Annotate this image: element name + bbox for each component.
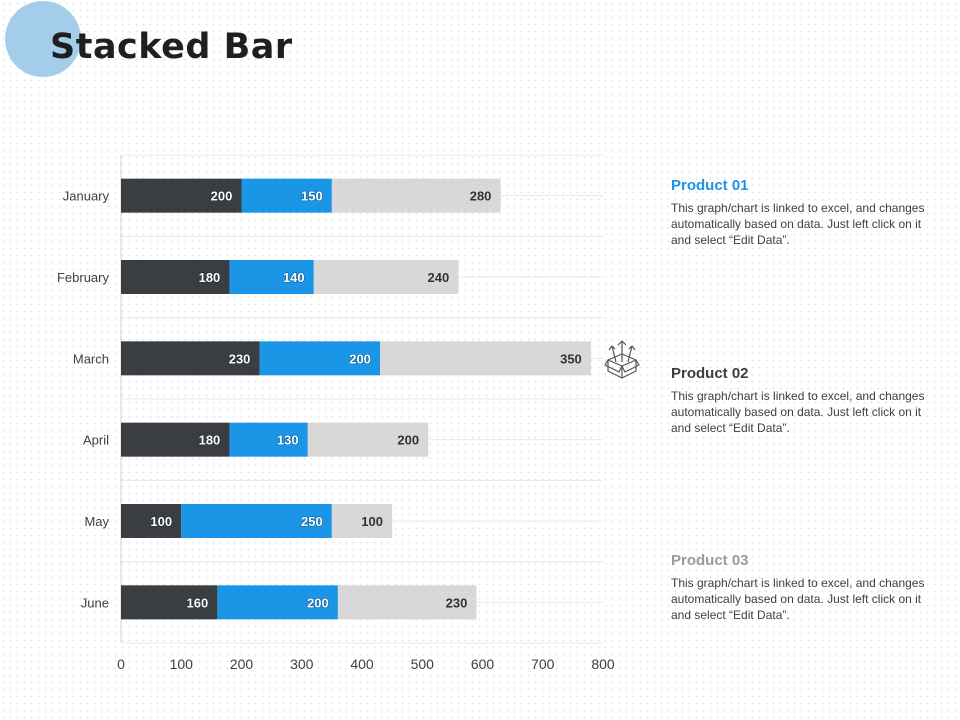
data-label: 150: [301, 189, 323, 204]
category-label: May: [84, 514, 109, 529]
x-tick-label: 200: [230, 656, 254, 672]
bar-segment: [241, 178, 332, 213]
bar-segment: [217, 585, 338, 620]
x-tick-label: 500: [411, 656, 435, 672]
legend-product-02-title: Product 02: [671, 365, 749, 382]
bar-segment: [121, 260, 230, 294]
category-label: January: [63, 189, 110, 204]
data-label: 230: [229, 351, 251, 366]
legend-product-01: Product 01 This graph/chart is linked to…: [671, 177, 931, 248]
bar-segment: [380, 341, 591, 376]
data-label: 200: [211, 189, 233, 204]
category-label: June: [81, 595, 109, 610]
data-label: 240: [428, 270, 450, 285]
bar-segment: [181, 504, 332, 538]
legend-product-01-text: This graph/chart is linked to excel, and…: [671, 201, 925, 247]
bar-segment: [307, 422, 429, 457]
bar-segment: [331, 504, 393, 538]
data-label: 180: [199, 433, 221, 448]
bar-segment: [313, 260, 459, 294]
category-label: April: [83, 433, 109, 448]
data-label: 100: [150, 514, 172, 529]
data-label: 100: [361, 514, 383, 529]
category-label: February: [57, 270, 110, 285]
data-label: 180: [199, 270, 221, 285]
bar-segment: [121, 178, 242, 213]
data-label: 280: [470, 189, 492, 204]
legend-product-03: Product 03 This graph/chart is linked to…: [671, 552, 931, 623]
x-tick-label: 0: [117, 656, 125, 672]
x-tick-label: 400: [350, 656, 374, 672]
bar-segment: [259, 341, 381, 376]
data-label: 160: [187, 595, 209, 610]
bar-segment: [337, 585, 477, 620]
bar-segment: [121, 504, 182, 538]
bar-segment: [331, 178, 501, 213]
x-tick-label: 100: [170, 656, 194, 672]
page-title: Stacked Bar: [50, 27, 293, 67]
x-tick-label: 700: [531, 656, 555, 672]
category-label: March: [73, 351, 109, 366]
data-label: 200: [307, 595, 329, 610]
data-label: 130: [277, 433, 299, 448]
legend-product-01-title: Product 01: [671, 177, 749, 194]
data-label: 200: [397, 433, 419, 448]
legend-product-02-text: This graph/chart is linked to excel, and…: [671, 389, 925, 435]
bar-segment: [121, 422, 230, 457]
legend-product-03-title: Product 03: [671, 552, 749, 569]
x-tick-label: 300: [290, 656, 314, 672]
legend-product-03-text: This graph/chart is linked to excel, and…: [671, 576, 925, 622]
box-growth-icon: [604, 340, 640, 379]
x-tick-label: 600: [471, 656, 495, 672]
bar-segment: [121, 341, 260, 376]
stacked-bar-chart: 0 100 200 300 400 500 600 700 800 January 200 150 28…: [57, 154, 615, 672]
data-label: 200: [349, 351, 371, 366]
bar-segment: [229, 422, 308, 457]
data-label: 250: [301, 514, 323, 529]
data-label: 350: [560, 351, 582, 366]
data-label: 140: [283, 270, 305, 285]
data-label: 230: [446, 595, 468, 610]
x-tick-label: 800: [591, 656, 615, 672]
bar-segment: [229, 260, 314, 294]
legend-product-02: Product 02 This graph/chart is linked to…: [671, 365, 931, 436]
bar-segment: [121, 585, 218, 620]
decorative-circle: [5, 1, 81, 77]
